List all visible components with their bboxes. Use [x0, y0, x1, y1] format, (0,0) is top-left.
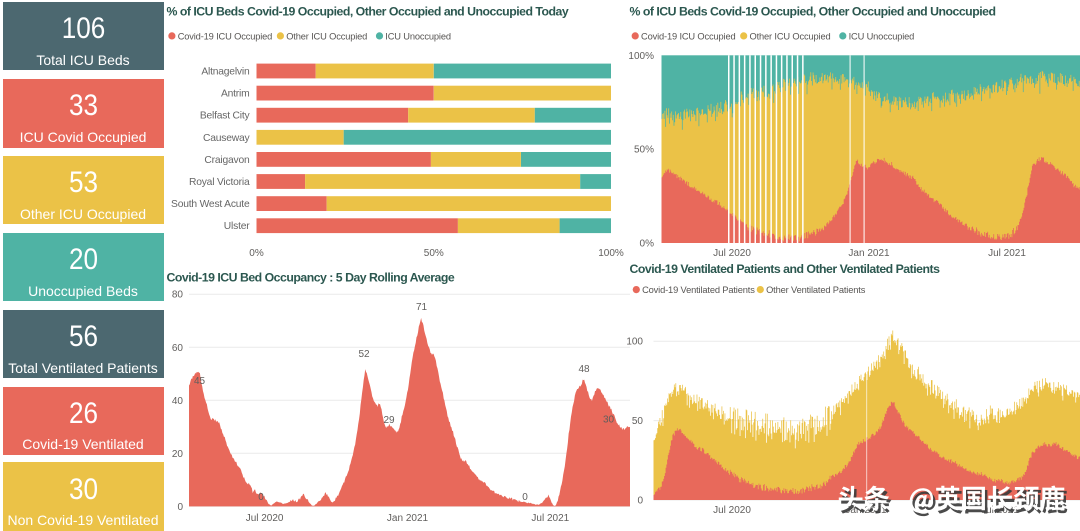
svg-text:Ulster: Ulster [224, 221, 250, 232]
svg-text:40: 40 [172, 396, 184, 407]
svg-text:Royal Victoria: Royal Victoria [189, 177, 250, 188]
svg-text:Covid-19 Ventilated Patients a: Covid-19 Ventilated Patients and Other V… [630, 262, 941, 276]
svg-text:% of ICU Beds Covid-19 Occupie: % of ICU Beds Covid-19 Occupied, Other O… [167, 5, 569, 19]
svg-text:50%: 50% [424, 248, 444, 259]
svg-text:100: 100 [626, 337, 643, 348]
svg-text:71: 71 [416, 302, 428, 313]
svg-text:Jan 2021: Jan 2021 [848, 248, 890, 259]
svg-text:Other ICU Occupied: Other ICU Occupied [750, 31, 831, 41]
svg-text:Covid-19 ICU Occupied: Covid-19 ICU Occupied [641, 31, 736, 41]
svg-text:Altnagelvin: Altnagelvin [201, 67, 250, 78]
svg-text:0: 0 [637, 496, 643, 507]
svg-text:Causeway: Causeway [203, 133, 251, 144]
svg-text:0: 0 [177, 502, 183, 513]
svg-text:0%: 0% [249, 248, 264, 259]
svg-text:South West Acute: South West Acute [171, 199, 250, 210]
svg-text:100%: 100% [628, 51, 654, 62]
svg-text:60: 60 [172, 343, 184, 354]
svg-text:Jul 2020: Jul 2020 [713, 248, 751, 259]
svg-text:48: 48 [578, 364, 590, 375]
svg-text:100%: 100% [598, 248, 624, 259]
svg-text:Belfast City: Belfast City [200, 111, 251, 122]
svg-text:Other ICU Occupied: Other ICU Occupied [286, 31, 367, 41]
svg-text:0%: 0% [640, 239, 655, 250]
svg-text:50%: 50% [634, 145, 654, 156]
svg-text:Jul 2020: Jul 2020 [713, 505, 751, 516]
svg-text:Jan 2021: Jan 2021 [387, 513, 429, 524]
svg-text:% of ICU Beds Covid-19 Occupie: % of ICU Beds Covid-19 Occupied, Other O… [630, 5, 996, 19]
svg-text:Jan 2021: Jan 2021 [845, 505, 887, 516]
svg-text:45: 45 [194, 376, 206, 387]
svg-text:Jul 2020: Jul 2020 [246, 513, 284, 524]
svg-text:30: 30 [603, 415, 615, 426]
svg-text:52: 52 [358, 349, 370, 360]
svg-text:50: 50 [632, 416, 644, 427]
svg-text:Other Ventilated Patients: Other Ventilated Patients [766, 285, 866, 295]
svg-text:Craigavon: Craigavon [204, 155, 250, 166]
svg-text:Jul 2021: Jul 2021 [531, 513, 569, 524]
svg-text:ICU Unoccupied: ICU Unoccupied [849, 31, 915, 41]
svg-text:Covid-19 ICU Bed Occupancy : 5: Covid-19 ICU Bed Occupancy : 5 Day Rolli… [167, 271, 455, 285]
svg-text:Jul 2021: Jul 2021 [988, 248, 1026, 259]
svg-text:20: 20 [172, 449, 184, 460]
svg-text:Antrim: Antrim [221, 89, 250, 100]
svg-text:Covid-19 ICU Occupied: Covid-19 ICU Occupied [178, 31, 273, 41]
svg-text:80: 80 [172, 290, 184, 301]
svg-text:29: 29 [383, 415, 395, 426]
svg-text:0: 0 [258, 492, 264, 503]
svg-text:Covid-19 Ventilated Patients: Covid-19 Ventilated Patients [642, 285, 755, 295]
svg-text:ICU Unoccupied: ICU Unoccupied [385, 31, 451, 41]
svg-text:0: 0 [522, 492, 528, 503]
